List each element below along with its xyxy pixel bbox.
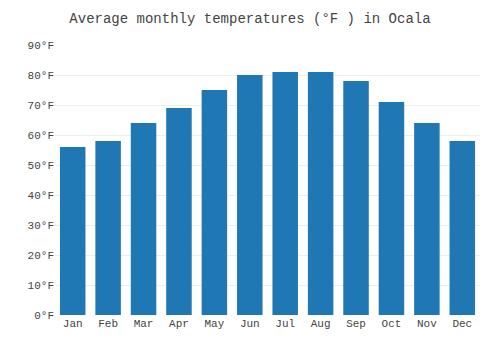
svg-text:50°F: 50°F [28, 160, 54, 172]
svg-text:Aug: Aug [311, 318, 331, 330]
svg-text:Nov: Nov [417, 318, 437, 330]
svg-text:80°F: 80°F [28, 70, 54, 82]
svg-text:20°F: 20°F [28, 250, 54, 262]
svg-text:Oct: Oct [382, 318, 402, 330]
svg-text:40°F: 40°F [28, 190, 54, 202]
svg-text:Dec: Dec [452, 318, 472, 330]
svg-text:10°F: 10°F [28, 280, 54, 292]
svg-text:70°F: 70°F [28, 100, 54, 112]
svg-text:Mar: Mar [134, 318, 154, 330]
svg-text:Average monthly temperatures (: Average monthly temperatures (°F ) in Oc… [69, 11, 430, 27]
svg-text:Jan: Jan [63, 318, 83, 330]
svg-text:60°F: 60°F [28, 130, 54, 142]
svg-text:Sep: Sep [346, 318, 366, 330]
svg-text:0°F: 0°F [34, 310, 54, 322]
svg-text:Jun: Jun [240, 318, 260, 330]
svg-text:Jul: Jul [275, 318, 295, 330]
svg-text:Apr: Apr [169, 318, 189, 330]
svg-text:Feb: Feb [98, 318, 118, 330]
svg-text:May: May [204, 318, 224, 330]
svg-text:90°F: 90°F [28, 40, 54, 52]
svg-text:30°F: 30°F [28, 220, 54, 232]
